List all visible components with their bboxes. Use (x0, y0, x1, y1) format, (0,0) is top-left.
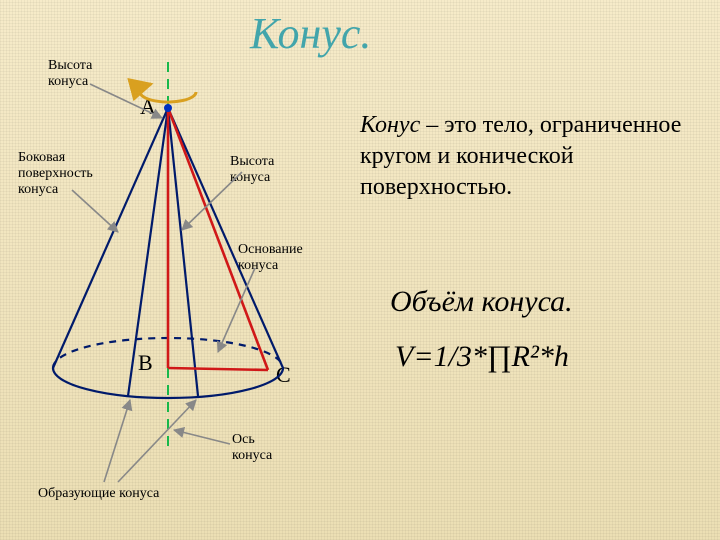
cone-diagram (0, 0, 720, 540)
